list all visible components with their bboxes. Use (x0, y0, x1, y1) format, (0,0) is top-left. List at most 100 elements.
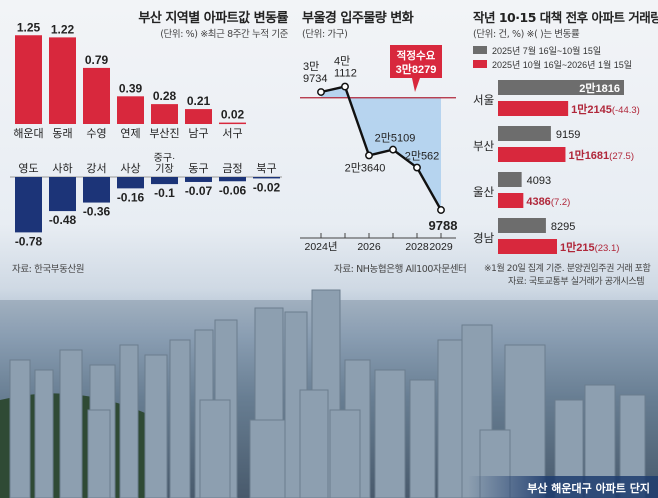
data-point (413, 163, 421, 172)
x-tick-label: 2029 (429, 241, 453, 253)
bar-value-label: 0.28 (153, 89, 177, 103)
chart2-source: 자료: NH농협은행 All100자문센터 (334, 264, 467, 275)
bar-value-label: 9159 (556, 129, 580, 141)
category-label: 북구 (256, 162, 276, 175)
category-label: 사하 (52, 161, 72, 175)
bar-before (498, 126, 551, 141)
category-label: 중구· (154, 152, 176, 164)
change-rate: (27.5) (609, 151, 634, 162)
bar-positive (219, 122, 246, 125)
bar-value-label: -0.1 (154, 186, 175, 200)
after-value: 1만2145 (571, 102, 612, 116)
bar-positive (117, 96, 144, 124)
category-label: 서구 (222, 127, 242, 140)
legend-label: 2025년 7월 16일~10월 15일 (492, 45, 601, 56)
bar-value-label: -0.48 (49, 213, 77, 227)
building (249, 419, 286, 498)
building (169, 339, 191, 498)
point-label: 3만 (303, 60, 319, 73)
category-label: 기장 (155, 163, 173, 175)
bar-negative (219, 177, 246, 182)
chart2-subtitle: (단위: 가구) (302, 29, 348, 40)
point-label: 2만562 (405, 150, 440, 163)
building (437, 339, 467, 498)
bar-value-label: 1.25 (17, 20, 41, 34)
building (9, 359, 31, 498)
category-label: 부산진 (149, 127, 179, 140)
bar-value-label: 4093 (527, 175, 551, 187)
after-value: 4386 (526, 196, 550, 208)
category-label: 금정 (222, 162, 242, 175)
supply-line (320, 85, 443, 211)
change-rate: (23.1) (595, 243, 620, 254)
building (144, 354, 168, 498)
bar-positive (15, 35, 42, 124)
building (59, 349, 83, 498)
point-label: 2만3640 (345, 161, 386, 174)
category-label: 사상 (120, 162, 140, 175)
bar-negative (83, 177, 110, 203)
category-label: 해운대 (13, 126, 43, 140)
photo-caption: 부산 해운대구 아파트 단지 (468, 476, 658, 498)
bar-negative (117, 177, 144, 189)
bar-value-label: 4386(7.2) (526, 196, 570, 208)
bar-after (498, 147, 566, 162)
category-label: 영도 (18, 162, 38, 175)
bar-before (498, 218, 546, 233)
bar-value-label: 0.02 (221, 108, 245, 122)
chart1-title: 부산 지역별 아파트값 변동률 (138, 11, 288, 26)
bar-after (498, 193, 524, 208)
category-label: 경남 (473, 231, 495, 245)
data-point (365, 151, 373, 160)
bar-value-label: -0.36 (83, 205, 111, 219)
legend-swatch (473, 46, 487, 54)
data-point (341, 82, 349, 91)
category-label: 남구 (188, 127, 208, 140)
data-point (317, 88, 325, 96)
bar-value-label: 8295 (551, 221, 575, 233)
bar-negative (15, 177, 42, 233)
bar-value-label: 1만215(23.1) (560, 240, 619, 254)
bar-value-label: 2만1816 (579, 81, 620, 95)
bar-before (498, 172, 522, 187)
chart3-source: 자료: 국토교통부 실거래가 공개시스템 (508, 277, 645, 287)
bar-value-label: 1만2145(-44.3) (571, 102, 640, 116)
category-label: 수영 (86, 127, 106, 140)
chart3-title: 작년 10·15 대책 전후 아파트 거래량 (473, 10, 658, 25)
bar-negative (253, 177, 280, 179)
point-label: 1112 (334, 68, 357, 80)
category-label: 동구 (188, 163, 208, 175)
after-value: 1만1681 (568, 148, 609, 162)
change-rate: (7.2) (551, 197, 571, 208)
building (504, 344, 546, 498)
bar-value-label: -0.07 (185, 184, 213, 198)
x-tick-label: 2026 (357, 241, 381, 253)
x-tick-label: 2024년 (304, 241, 337, 253)
shortfall-area (321, 86, 441, 210)
bar-positive (83, 67, 110, 124)
building (87, 409, 111, 498)
x-tick-label: 2028 (405, 241, 429, 253)
legend-label: 2025년 10월 16일~2026년 1월 15일 (492, 59, 632, 70)
building (374, 369, 406, 498)
building (409, 379, 436, 498)
bar-value-label: -0.78 (15, 234, 43, 248)
callout-value: 3만8279 (396, 62, 437, 76)
bar-positive (49, 37, 76, 124)
point-label: 2만5109 (375, 132, 416, 145)
threshold-callout (390, 45, 442, 92)
bar-value-label: 0.21 (187, 94, 211, 108)
chart1-source: 자료: 한국부동산원 (12, 264, 85, 275)
building (34, 369, 54, 498)
bar-value-label: -0.02 (253, 180, 281, 194)
bar-negative (151, 177, 178, 185)
legend-swatch (473, 60, 487, 68)
building (329, 409, 361, 498)
building (299, 389, 329, 498)
bar-value-label: 1만1681(27.5) (568, 148, 634, 162)
data-point (389, 145, 397, 154)
building (199, 399, 231, 498)
chart3-note: ※1월 20일 집계 기준. 분양권입주권 거래 포함 (484, 264, 651, 274)
bar-before (498, 80, 624, 95)
